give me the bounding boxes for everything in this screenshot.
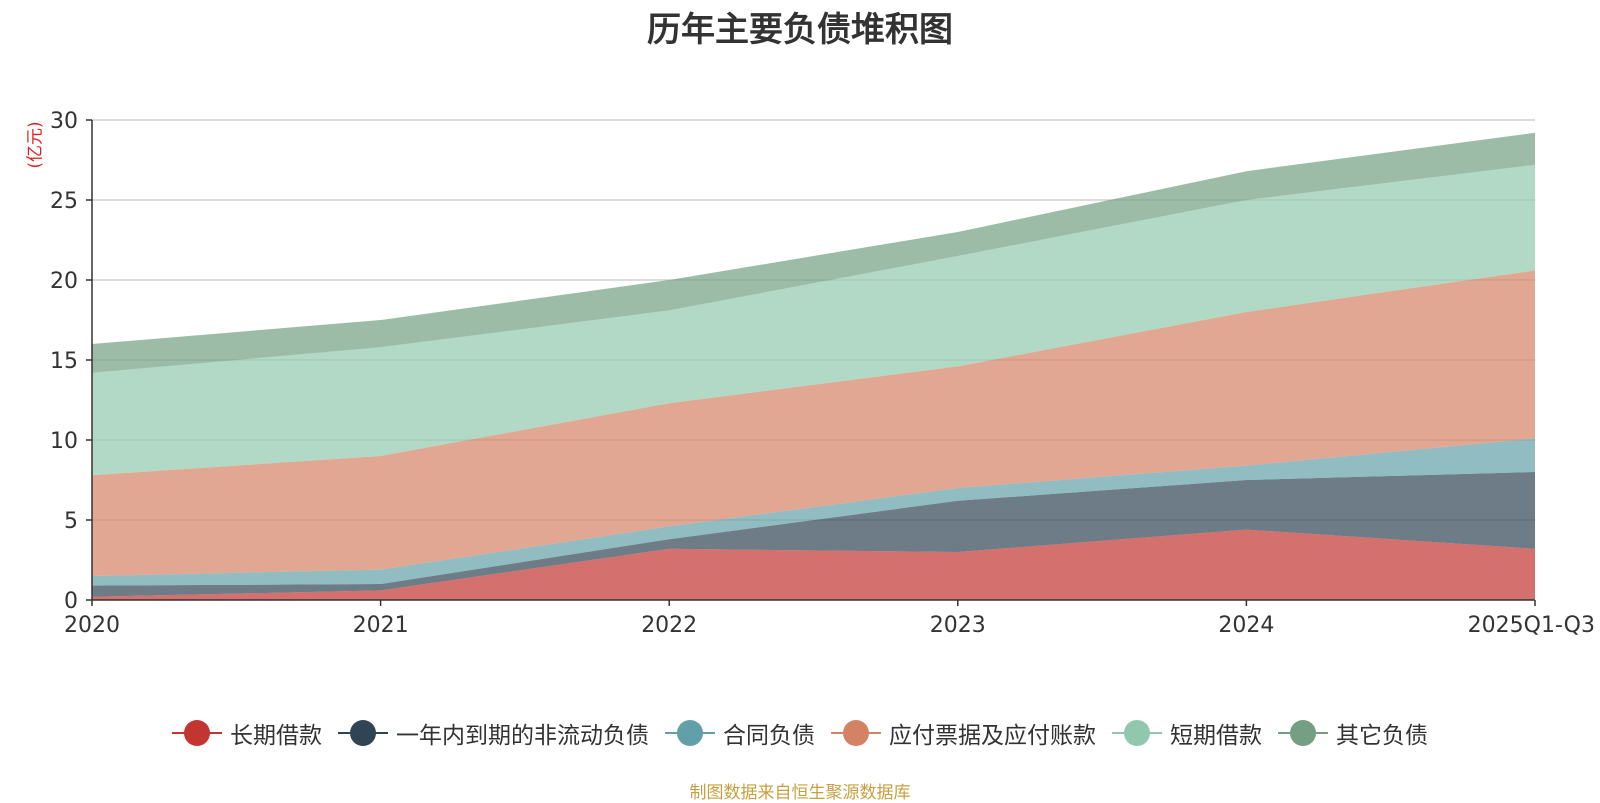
legend-marker-icon	[338, 720, 388, 746]
area-series-5	[92, 132, 1535, 373]
area-series-1	[92, 472, 1535, 597]
y-tick-label: 5	[64, 509, 78, 534]
chart-legend: 长期借款 一年内到期的非流动负债 合同负债 应付票据及应付账款 短期借款 其它负债	[0, 716, 1600, 750]
y-tick-label: 10	[50, 429, 78, 454]
area-series-4	[92, 164, 1535, 476]
x-tick-label: 2020	[64, 613, 120, 638]
area-series-2	[92, 438, 1535, 586]
legend-item[interactable]: 其它负债	[1278, 716, 1428, 750]
x-tick-label: 2024	[1218, 613, 1274, 638]
legend-marker-icon	[665, 720, 715, 746]
legend-label: 长期借款	[230, 723, 322, 749]
legend-item[interactable]: 短期借款	[1112, 716, 1262, 750]
legend-label: 应付票据及应付账款	[889, 723, 1096, 749]
legend-item[interactable]: 合同负债	[665, 716, 815, 750]
x-tick-label: 2021	[353, 613, 409, 638]
legend-marker-icon	[1278, 720, 1328, 746]
data-source-note: 制图数据来自恒生聚源数据库	[689, 783, 911, 803]
legend-label: 其它负债	[1336, 723, 1428, 749]
legend-marker-icon	[831, 720, 881, 746]
area-series-3	[92, 270, 1535, 576]
legend-label: 一年内到期的非流动负债	[396, 723, 649, 749]
legend-marker-icon	[1112, 720, 1162, 746]
x-tick-label: 2022	[641, 613, 697, 638]
y-tick-label: 30	[50, 109, 78, 134]
legend-item[interactable]: 长期借款	[172, 716, 322, 750]
y-tick-label: 15	[50, 349, 78, 374]
stacked-area-chart: 0 5 10 15 20 25 30 2020 2021 2022 2023 2024 2025Q1-Q…	[50, 109, 1595, 638]
x-tick-label: 2025Q1-Q3	[1468, 613, 1595, 638]
legend-marker-icon	[172, 720, 222, 746]
legend-item[interactable]: 一年内到期的非流动负债	[338, 716, 649, 750]
y-tick-label: 0	[64, 589, 78, 614]
legend-label: 短期借款	[1170, 723, 1262, 749]
area-series-0	[92, 529, 1535, 600]
legend-item[interactable]: 应付票据及应付账款	[831, 716, 1096, 750]
y-tick-label: 25	[50, 189, 78, 214]
y-tick-label: 20	[50, 269, 78, 294]
x-tick-label: 2023	[930, 613, 986, 638]
chart-title: 历年主要负债堆积图	[647, 10, 953, 50]
legend-label: 合同负债	[723, 723, 815, 749]
